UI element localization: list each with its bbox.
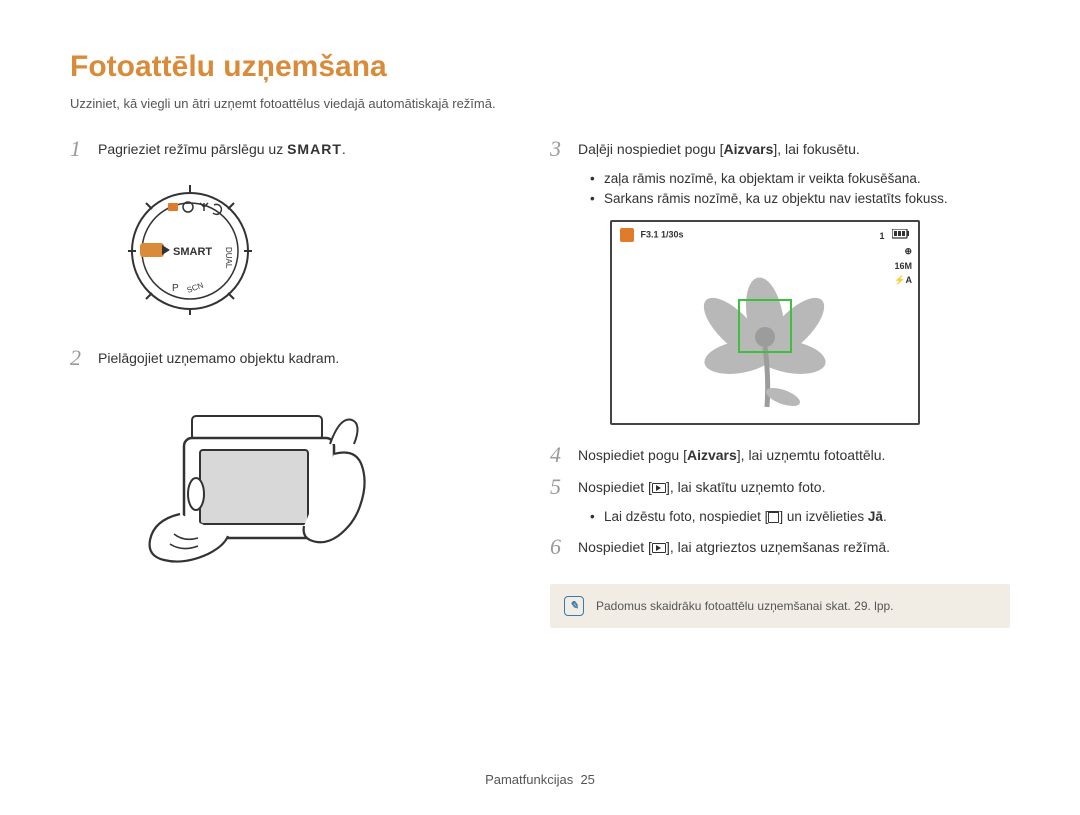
step-3: 3 Daļēji nospiediet pogu [Aizvars], lai …	[550, 137, 1010, 161]
s5b-post: .	[883, 509, 887, 524]
lcd-mode-icon	[620, 228, 634, 242]
step5-bullets: Lai dzēstu foto, nospiediet [ ] un izvēli…	[590, 507, 1010, 527]
step-text: Nospiediet pogu [Aizvars], lai uzņemtu f…	[578, 443, 885, 466]
dial-smart-label: SMART	[173, 246, 212, 258]
step-text: Nospiediet [ ], lai skatītu uzņemto foto.	[578, 475, 825, 498]
page-subtitle: Uzziniet, kā viegli un ātri uzņemt fotoa…	[70, 96, 1010, 111]
bullet-item: Sarkans rāmis nozīmē, ka uz objektu nav …	[590, 189, 1010, 209]
lcd-topbar-right: 1	[879, 229, 910, 241]
step5-post: ], lai skatītu uzņemto foto.	[666, 479, 826, 495]
lcd-zoom-icon: ⊕	[904, 246, 912, 257]
s5b-pre: Lai dzēstu foto, nospiediet [	[604, 509, 768, 524]
lcd-topbar-left: F3.1 1/30s	[620, 228, 684, 242]
mode-dial-figure: SMART DUAL P SCN	[110, 175, 510, 320]
battery-icon	[892, 229, 910, 239]
focus-box	[738, 299, 792, 353]
camera-hold-figure	[130, 384, 510, 579]
trash-icon	[768, 511, 779, 523]
bullet-item: Lai dzēstu foto, nospiediet [ ] un izvēli…	[590, 507, 1010, 527]
s5b-bold: Jā	[868, 509, 883, 524]
step-number: 6	[550, 535, 578, 559]
tip-text: Padomus skaidrāku fotoattēlu uzņemšanai …	[596, 599, 894, 613]
page-footer: Pamatfunkcijas 25	[0, 772, 1080, 787]
step1-pre: Pagrieziet režīmu pārslēgu uz	[98, 141, 287, 157]
dial-p-label: P	[172, 283, 179, 294]
step5-pre: Nospiediet [	[578, 479, 652, 495]
step3-bullets: zaļa rāmis nozīmē, ka objektam ir veikta…	[590, 169, 1010, 210]
page-title: Fotoattēlu uzņemšana	[70, 50, 1010, 84]
camera-hold-icon	[130, 384, 380, 574]
lcd-screen: F3.1 1/30s 1 ⊕ 16M ⚡A	[610, 220, 920, 425]
footer-page: 25	[580, 772, 594, 787]
step-number: 4	[550, 443, 578, 467]
step-6: 6 Nospiediet [ ], lai atgrieztos uzņemšan…	[550, 535, 1010, 559]
lcd-flash-icon: ⚡A	[894, 275, 912, 286]
lcd-side-icons: ⊕ 16M ⚡A	[894, 246, 912, 286]
lcd-topbar: F3.1 1/30s 1	[620, 228, 910, 242]
mode-dial-icon: SMART DUAL P SCN	[110, 175, 270, 315]
footer-label: Pamatfunkcijas	[485, 772, 573, 787]
lcd-preview-figure: F3.1 1/30s 1 ⊕ 16M ⚡A	[610, 220, 1010, 425]
step-number: 5	[550, 475, 578, 499]
play-icon	[652, 543, 666, 553]
step3-pre: Daļēji nospiediet pogu [	[578, 141, 724, 157]
step3-post: ], lai fokusētu.	[773, 141, 859, 157]
step-5: 5 Nospiediet [ ], lai skatītu uzņemto fot…	[550, 475, 1010, 499]
smart-mode-label: SMART	[287, 141, 342, 157]
tip-box: ✎ Padomus skaidrāku fotoattēlu uzņemšana…	[550, 584, 1010, 628]
step-number: 2	[70, 346, 98, 370]
step-text: Pielāgojiet uzņemamo objektu kadram.	[98, 346, 339, 369]
info-icon: ✎	[564, 596, 584, 616]
lcd-shot-count: 1	[879, 231, 884, 241]
lcd-size-icon: 16M	[894, 261, 912, 271]
step1-post: .	[342, 141, 346, 157]
content-columns: 1 Pagrieziet režīmu pārslēgu uz SMART.	[70, 137, 1010, 628]
step-text: Pagrieziet režīmu pārslēgu uz SMART.	[98, 137, 346, 160]
step-number: 1	[70, 137, 98, 161]
step4-post: ], lai uzņemtu fotoattēlu.	[737, 447, 886, 463]
step-number: 3	[550, 137, 578, 161]
step-4: 4 Nospiediet pogu [Aizvars], lai uzņemtu…	[550, 443, 1010, 467]
step4-bold: Aizvars	[687, 447, 737, 463]
step-2: 2 Pielāgojiet uzņemamo objektu kadram.	[70, 346, 510, 370]
step4-pre: Nospiediet pogu [	[578, 447, 687, 463]
step3-bold: Aizvars	[724, 141, 774, 157]
s5b-mid: ] un izvēlieties	[779, 509, 868, 524]
step-text: Daļēji nospiediet pogu [Aizvars], lai fo…	[578, 137, 860, 160]
step-text: Nospiediet [ ], lai atgrieztos uzņemšanas…	[578, 535, 890, 558]
step6-post: ], lai atgrieztos uzņemšanas režīmā.	[666, 539, 890, 555]
dial-dual-label: DUAL	[224, 247, 233, 269]
right-column: 3 Daļēji nospiediet pogu [Aizvars], lai …	[550, 137, 1010, 628]
play-icon	[652, 483, 666, 493]
left-column: 1 Pagrieziet režīmu pārslēgu uz SMART.	[70, 137, 510, 628]
step-1: 1 Pagrieziet režīmu pārslēgu uz SMART.	[70, 137, 510, 161]
bullet-item: zaļa rāmis nozīmē, ka objektam ir veikta…	[590, 169, 1010, 189]
step6-pre: Nospiediet [	[578, 539, 652, 555]
lcd-exposure-text: F3.1 1/30s	[641, 229, 684, 239]
